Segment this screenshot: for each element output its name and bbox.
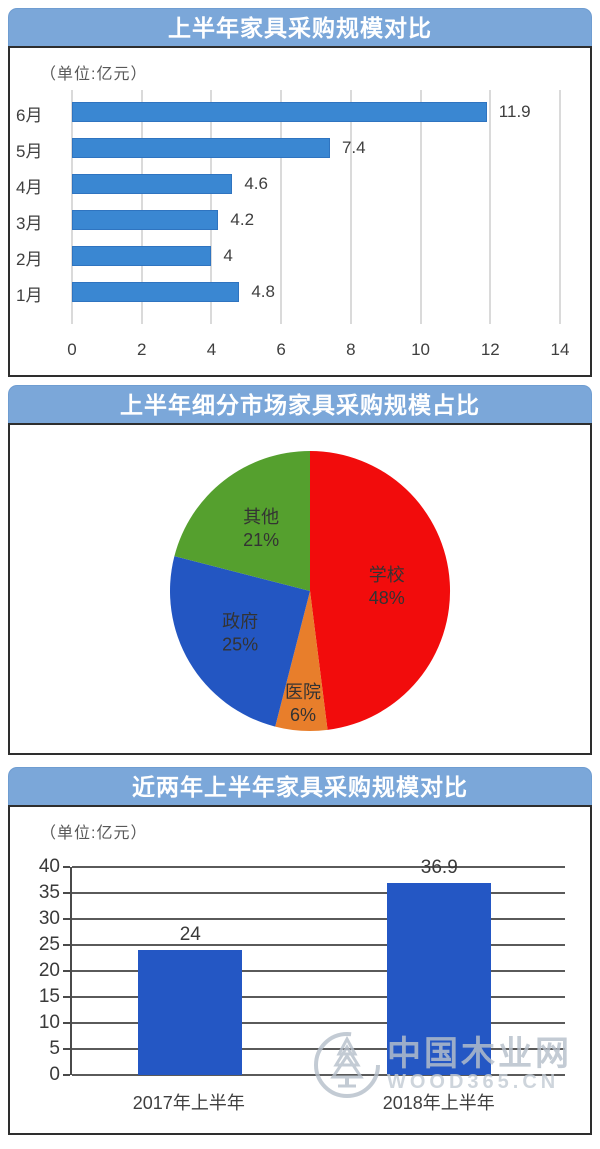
pie-slice-label: 其他 [243,507,279,527]
pie-slice-pct: 21% [243,530,279,550]
bar-value-label: 4.6 [244,174,268,193]
category-label: 5月 [16,142,43,161]
gridline-vertical [419,90,422,324]
bar [72,102,487,122]
gridline-vertical [210,90,213,324]
gridline-horizontal [72,970,565,972]
pie-slice [174,451,310,591]
x-tick-label: 0 [67,340,77,359]
y-tick-label: 35 [38,882,60,903]
pie-slice-pct: 48% [369,588,405,608]
pie-chart: 学校 48% 医院 6% 政府 25% 其他 21% [170,451,451,732]
y-tick-label: 40 [38,856,60,877]
category-label: 4月 [16,178,43,197]
hbar-chart-title: 上半年家具采购规模对比 [8,8,592,46]
y-tick-mark [63,970,70,972]
gridline-horizontal [72,1022,565,1024]
bar [72,138,330,158]
gridline-vertical [140,90,143,324]
y-tick-mark [63,866,70,868]
vbar-unit-label: （单位:亿元） [40,825,148,842]
bar [72,174,233,194]
vbar-x-axis: 2017年上半年 2018年上半年 [70,1087,565,1117]
vbar-chart-body: （单位:亿元） 40 35 30 25 20 15 10 5 0 24 36.9 2017年上半年 2… [8,805,592,1135]
y-tick-mark [63,1048,70,1050]
pie-wrap: 学校 48% 医院 6% 政府 25% 其他 21% [20,425,590,741]
bar [387,883,492,1075]
pie-slice-label: 政府 [222,611,258,631]
bar-value-label: 4.2 [230,210,255,229]
infographic-page: { "sections": [ { "title": "上半年家具采购规模对比"… [0,8,600,1149]
y-tick-mark [63,892,70,894]
gridline-horizontal [72,996,565,998]
x-tick-label: 2 [136,340,147,359]
hbar-chart-body: （单位:亿元） 6月 11.9 5月 7.4 4月 4.6 3月 4.2 2月 4 1月 4.8 0 2… [8,46,592,377]
pie-slice-label: 医院 [285,682,321,702]
y-tick-mark [63,944,70,946]
hbar-x-axis: 0 2 4 6 8 10 12 14 [67,334,569,366]
bar-value-label: 4.8 [251,282,275,301]
bar [138,950,243,1075]
x-tick-label: 14 [550,340,570,359]
y-tick-label: 5 [49,1038,60,1059]
pie-slice-pct: 25% [222,634,258,654]
y-tick-mark [63,918,70,920]
gridline-horizontal [72,918,565,920]
pie-slice-pct: 6% [290,705,316,725]
category-label: 6月 [16,106,43,125]
y-tick-mark [63,996,70,998]
vbar-plot: 40 35 30 25 20 15 10 5 0 24 36.9 [39,856,565,1085]
hbar-plot: 6月 11.9 5月 7.4 4月 4.6 3月 4.2 2月 4 1月 4.8 [16,90,561,324]
y-tick-label: 30 [38,908,60,929]
bar [72,246,212,266]
x-tick-label: 12 [480,340,500,359]
gridline-vertical [280,90,283,324]
hbar-unit-label: （单位:亿元） [40,66,148,83]
category-label: 1月 [16,286,43,305]
bar-value-label: 24 [179,924,201,946]
gridline-vertical [489,90,492,324]
y-tick-label: 10 [38,1012,60,1033]
x-tick-label: 8 [346,340,356,359]
pie-chart-title: 上半年细分市场家具采购规模占比 [8,385,592,423]
y-tick-label: 15 [38,986,60,1007]
bar [72,210,219,230]
pie-slice [310,451,451,730]
pie-chart-body: 学校 48% 医院 6% 政府 25% 其他 21% [8,423,592,755]
y-tick-mark [63,1074,70,1076]
gridline-horizontal [72,944,565,946]
pie-slice [170,556,310,727]
y-tick-label: 0 [49,1064,60,1085]
gridline-horizontal [72,892,565,894]
gridline-horizontal [72,866,565,868]
pie-slice [275,591,328,732]
category-label: 2018年上半年 [382,1093,495,1113]
y-tick-mark [63,1022,70,1024]
bar-value-label: 4 [223,246,233,265]
y-tick-label: 25 [38,934,60,955]
x-tick-label: 10 [411,340,431,359]
vbar-chart-title: 近两年上半年家具采购规模对比 [8,767,592,805]
bar-value-label: 36.9 [420,857,458,879]
pie-slice-label: 学校 [369,565,405,585]
gridline-vertical [71,90,73,324]
gridline-vertical [559,90,561,324]
gridline-vertical [349,90,352,324]
x-tick-label: 6 [276,340,286,359]
y-tick-label: 20 [38,960,60,981]
category-label: 3月 [16,214,43,233]
vbar-chart-panel: 近两年上半年家具采购规模对比 （单位:亿元） 40 35 30 25 20 15 10 5 0 2… [8,767,592,1135]
category-label: 2017年上半年 [132,1093,245,1113]
pie-chart-panel: 上半年细分市场家具采购规模占比 学校 48% 医院 6% 政府 25% 其他 21% [8,385,592,755]
hbar-chart-panel: 上半年家具采购规模对比 （单位:亿元） 6月 11.9 5月 7.4 4月 4.6 3月 4.… [8,8,592,377]
bar [72,282,240,302]
bar-value-label: 7.4 [341,138,366,157]
category-label: 2月 [16,250,43,269]
bar-value-label: 11.9 [498,102,531,121]
x-tick-label: 4 [206,340,217,359]
